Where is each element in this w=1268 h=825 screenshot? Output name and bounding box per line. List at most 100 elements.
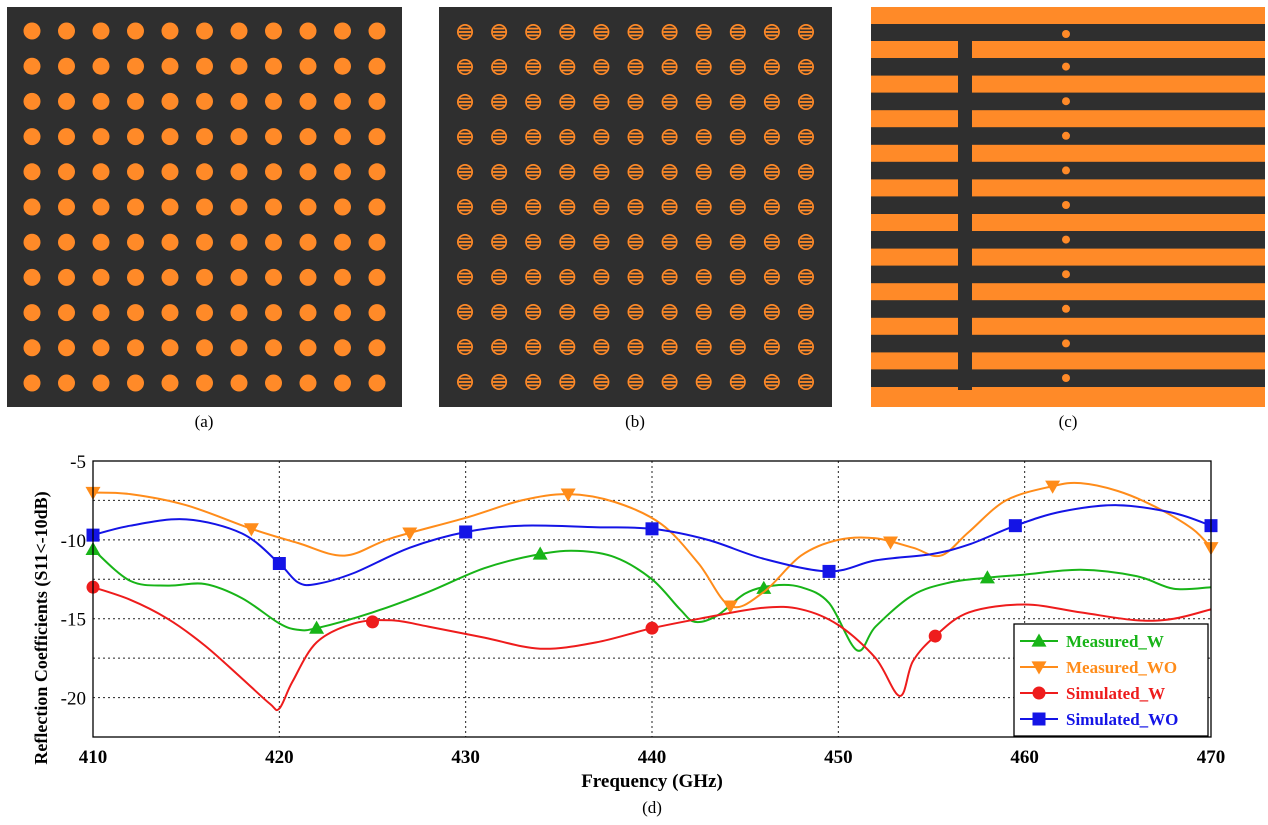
circular-patch <box>265 128 282 146</box>
circular-patch <box>196 128 213 146</box>
data-point-simulated-wo <box>272 557 286 571</box>
circular-patch <box>23 198 41 216</box>
slotted-patch <box>491 199 508 215</box>
series-layer <box>85 480 1219 712</box>
circular-patch <box>265 163 282 181</box>
series-measured-wo <box>85 480 1219 614</box>
slotted-patch <box>729 164 746 180</box>
circular-patch <box>196 233 213 251</box>
circular-patch <box>299 22 317 40</box>
legend: Measured_W Measured_WO Simulated_W Simulate… <box>1013 623 1209 737</box>
slotted-patch <box>627 24 644 40</box>
circular-patch <box>368 304 386 322</box>
slotted-patch <box>763 164 780 180</box>
circular-patch <box>58 268 75 286</box>
circular-patch <box>23 268 41 286</box>
slotted-patch <box>798 374 814 390</box>
circular-patch <box>230 233 248 251</box>
slotted-patch <box>627 94 644 110</box>
slotted-patch <box>525 164 542 180</box>
slotted-patch <box>627 339 644 355</box>
slotted-patch <box>661 304 678 320</box>
circular-patch <box>230 268 248 286</box>
circular-patch <box>161 198 179 216</box>
x-tick-label: 440 <box>638 747 667 768</box>
slotted-patch <box>491 129 508 145</box>
slotted-patch <box>729 374 746 390</box>
circular-patch <box>58 92 75 110</box>
slotted-patch <box>559 374 576 390</box>
slotted-patch <box>627 129 644 145</box>
strip-right <box>972 179 1265 197</box>
circular-patch <box>196 57 213 75</box>
circular-patch <box>334 233 351 251</box>
slotted-patch <box>559 59 576 75</box>
slotted-patch <box>457 199 473 215</box>
circular-patch <box>23 374 41 392</box>
series-measured-w <box>85 541 1211 652</box>
circular-patch <box>196 374 213 392</box>
slotted-patch <box>763 374 780 390</box>
circular-patch <box>92 57 110 75</box>
circular-patch <box>334 304 351 322</box>
strip-left <box>871 110 958 128</box>
series-simulated-w <box>86 580 1211 712</box>
circular-patch <box>299 92 317 110</box>
plot-frame <box>92 460 1212 738</box>
circular-patch <box>196 163 213 181</box>
caption-d: (d) <box>642 798 662 817</box>
circular-patch <box>299 57 317 75</box>
via-dot <box>1062 62 1070 71</box>
via-dot <box>1062 374 1070 382</box>
slotted-patch <box>559 94 576 110</box>
axis-layer: 410 420 430 440 450 460 470 -5 -10 -15 -20 <box>61 452 1226 768</box>
circular-patch <box>127 339 144 357</box>
top-bus-bar <box>871 7 1265 24</box>
circular-patch <box>92 268 110 286</box>
slotted-patch <box>559 269 576 285</box>
slotted-patch <box>695 374 712 390</box>
circular-patch <box>127 22 144 40</box>
y-tick-label: -5 <box>70 452 86 473</box>
slotted-patch <box>559 304 576 320</box>
circular-patch <box>23 92 41 110</box>
circular-patch <box>161 57 179 75</box>
slotted-patch <box>627 59 644 75</box>
circular-patch <box>368 374 386 392</box>
circular-patch <box>334 268 351 286</box>
slotted-patch <box>695 269 712 285</box>
slotted-patch <box>491 94 508 110</box>
slotted-patch <box>798 269 814 285</box>
slotted-patch <box>798 24 814 40</box>
slotted-patch <box>798 339 814 355</box>
y-tick-label: -10 <box>61 531 86 552</box>
slotted-patch <box>798 164 814 180</box>
circular-patch <box>196 304 213 322</box>
slotted-patch <box>695 59 712 75</box>
circular-patch <box>127 128 144 146</box>
slotted-patch <box>525 24 542 40</box>
slotted-patch <box>491 234 508 250</box>
circular-patch <box>265 198 282 216</box>
circular-patch <box>299 198 317 216</box>
slotted-patch <box>457 24 473 40</box>
circular-patch <box>368 339 386 357</box>
slotted-patch <box>695 94 712 110</box>
legend-entry-measured-wo: Measured_WO <box>1020 658 1177 677</box>
strip-left <box>871 387 958 404</box>
caption-b: (b) <box>625 412 645 431</box>
slotted-patch <box>798 234 814 250</box>
slotted-patch <box>661 269 678 285</box>
circular-patch <box>368 268 386 286</box>
slotted-patch <box>559 164 576 180</box>
circular-patch <box>196 339 213 357</box>
slotted-patch <box>559 24 576 40</box>
circular-patch <box>127 233 144 251</box>
slotted-patch <box>457 164 473 180</box>
data-point-simulated-w <box>645 621 659 635</box>
slotted-patch <box>798 304 814 320</box>
x-tick-label: 430 <box>451 747 480 768</box>
series-simulated-wo <box>86 504 1218 587</box>
x-tick-label: 450 <box>824 747 853 768</box>
circular-patch <box>265 304 282 322</box>
